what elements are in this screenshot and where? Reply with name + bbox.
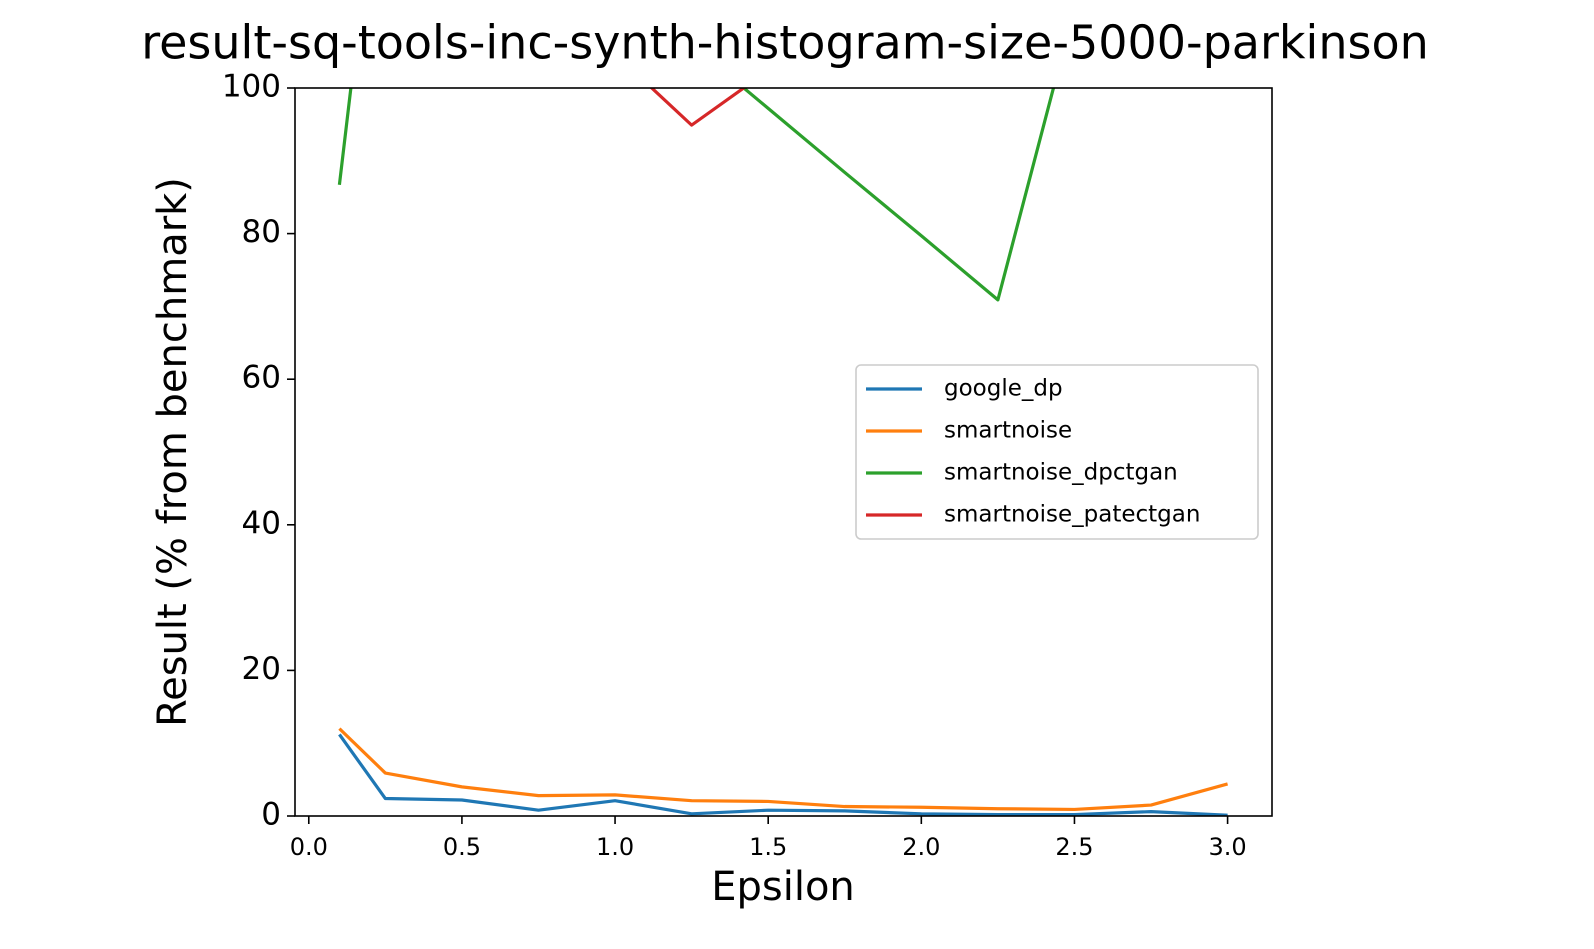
legend-label: google_dp [944,376,1063,402]
legend-label: smartnoise_dpctgan [944,460,1178,486]
y-tick-label: 60 [242,360,281,396]
y-tick-label: 100 [222,69,281,105]
y-tick-label: 80 [242,214,281,250]
chart-title: result-sq-tools-inc-synth-histogram-size… [141,16,1429,70]
x-tick-label: 3.0 [1209,833,1247,861]
series-line [337,88,1056,302]
plot-frame [294,87,1273,817]
x-tick-label: 1.5 [749,833,787,861]
legend-label: smartnoise [944,418,1072,444]
series-line [338,727,1229,812]
x-tick-label: 2.5 [1055,833,1093,861]
plot-lines [337,88,1229,816]
y-tick-label: 20 [242,651,281,687]
y-tick-label: 40 [242,505,281,541]
y-axis-label: Result (% from benchmark) [150,177,196,727]
series-line [338,733,1228,816]
legend-box [855,364,1259,540]
x-tick-label: 0.0 [290,833,328,861]
x-tick-label: 2.0 [902,833,940,861]
y-tick-label: 0 [261,797,281,833]
x-tick-label: 0.5 [443,833,481,861]
legend-label: smartnoise_patectgan [944,502,1200,528]
x-axis-label: Epsilon [711,864,855,910]
x-tick-label: 1.0 [596,833,634,861]
